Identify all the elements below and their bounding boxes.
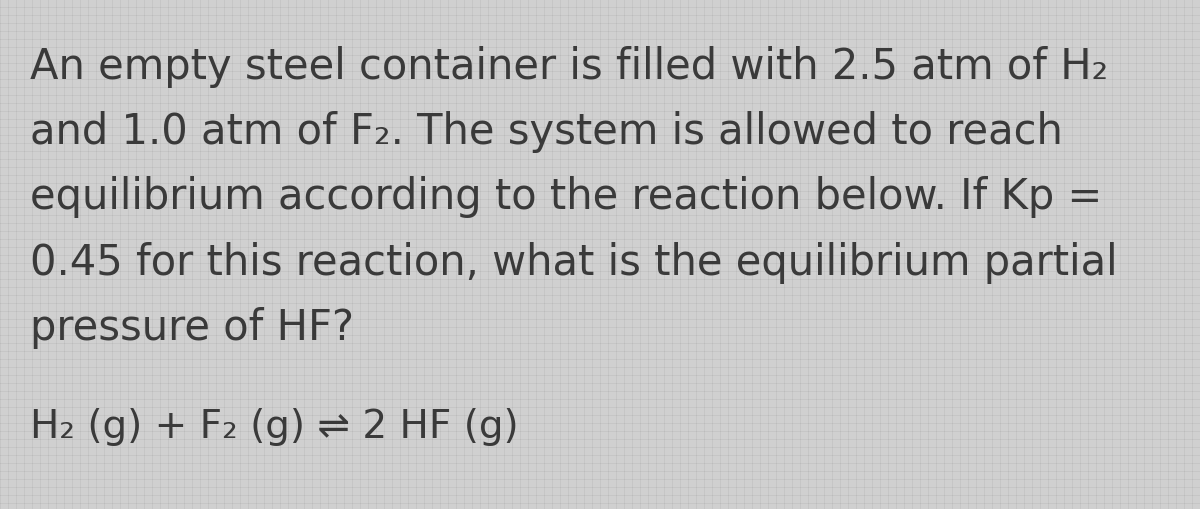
Text: equilibrium according to the reaction below. If Kp =: equilibrium according to the reaction be…: [30, 176, 1103, 218]
Text: An empty steel container is filled with 2.5 atm of H₂: An empty steel container is filled with …: [30, 46, 1109, 88]
Text: H₂ (g) + F₂ (g) ⇌ 2 HF (g): H₂ (g) + F₂ (g) ⇌ 2 HF (g): [30, 407, 518, 445]
Text: 0.45 for this reaction, what is the equilibrium partial: 0.45 for this reaction, what is the equi…: [30, 241, 1117, 283]
Text: and 1.0 atm of F₂. The system is allowed to reach: and 1.0 atm of F₂. The system is allowed…: [30, 111, 1063, 153]
Text: pressure of HF?: pressure of HF?: [30, 306, 354, 348]
